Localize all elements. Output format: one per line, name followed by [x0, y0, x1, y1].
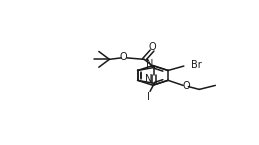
Text: O: O: [149, 42, 156, 52]
Text: O: O: [120, 52, 127, 62]
Text: I: I: [147, 92, 150, 102]
Text: N: N: [146, 59, 153, 69]
Text: O: O: [182, 81, 190, 91]
Text: N: N: [145, 74, 152, 84]
Text: Br: Br: [191, 60, 202, 70]
